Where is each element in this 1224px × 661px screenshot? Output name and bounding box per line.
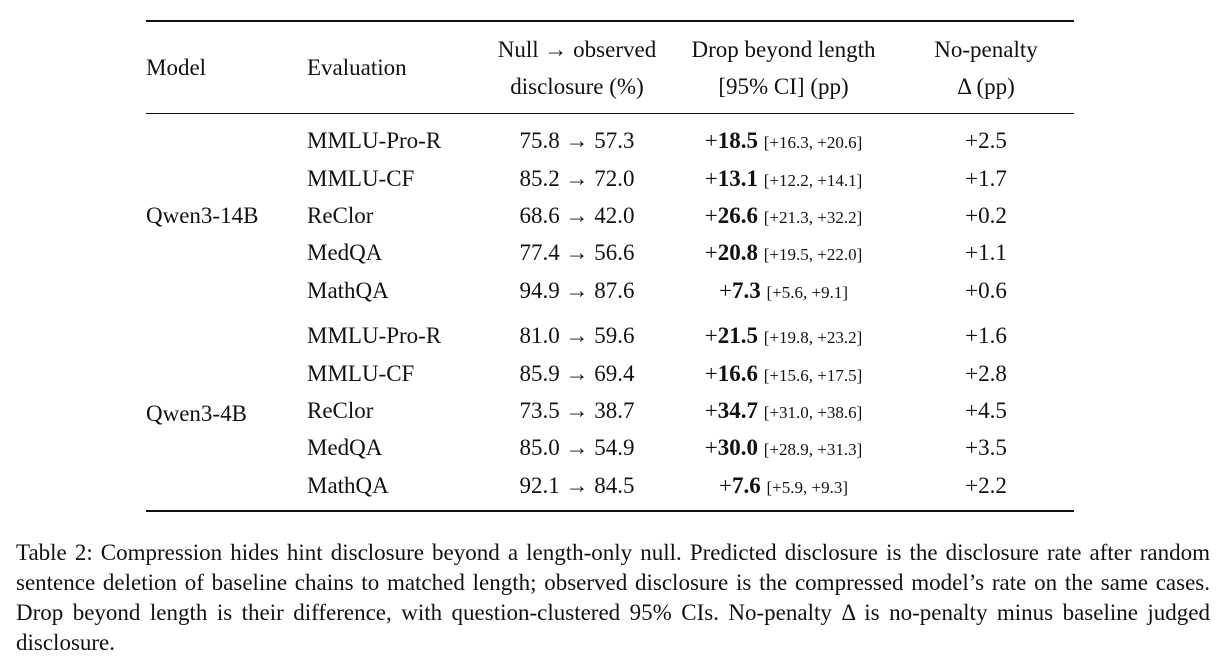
null-observed-transition: 81.0 → 59.6: [519, 323, 635, 349]
header-null-observed: Null → observed disclosure (%): [485, 21, 669, 114]
no-penalty-delta: +0.2: [965, 202, 1007, 228]
evaluation-name: ReClor: [307, 202, 374, 228]
null-observed-transition: 85.0 → 54.9: [519, 435, 635, 461]
confidence-interval: [+19.5, +22.0]: [763, 245, 863, 265]
null-observed-transition: 85.2 → 72.0: [519, 165, 635, 191]
drop-beyond-length: +7.3 [+5.6, +9.1]: [669, 272, 898, 309]
no-penalty-delta: +2.8: [965, 360, 1007, 386]
header-null-line2: disclosure (%): [510, 73, 644, 99]
confidence-interval: [+19.8, +23.2]: [763, 328, 863, 348]
table-row: MMLU-CF 85.2 → 72.0 +13.1 [+12.2, +14.1] +1…: [146, 159, 1074, 196]
group-qwen3-4b: Qwen3-4B MMLU-Pro-R 81.0 → 59.6 +21.5 [+19.…: [146, 309, 1074, 511]
evaluation-name: MMLU-CF: [307, 360, 415, 386]
table-row: MedQA 85.0 → 54.9 +30.0 [+28.9, +31.3] +3.5: [146, 429, 1074, 466]
drop-beyond-length: +30.0 [+28.9, +31.3]: [669, 429, 898, 466]
drop-value: 20.8: [717, 240, 758, 266]
evaluation-name: MedQA: [307, 240, 383, 266]
header-drop-line2: [95% CI] (pp): [718, 73, 849, 99]
no-penalty-delta: +1.7: [965, 165, 1007, 191]
drop-sign: +: [704, 397, 718, 423]
null-observed-transition: 77.4 → 56.6: [519, 240, 635, 266]
null-observed-transition: 75.8 → 57.3: [519, 128, 635, 154]
drop-sign: +: [704, 323, 718, 349]
confidence-interval: [+15.6, +17.5]: [763, 365, 863, 385]
drop-value: 13.1: [717, 165, 758, 191]
table-row: Qwen3-14B MMLU-Pro-R 75.8 → 57.3 +18.5 [+16…: [146, 114, 1074, 227]
drop-sign: +: [704, 240, 718, 266]
drop-value: 7.3: [731, 277, 761, 303]
header-no-penalty: No-penalty Δ (pp): [898, 21, 1074, 114]
evaluation-name: MMLU-CF: [307, 165, 415, 191]
group-qwen3-14b: Qwen3-14B MMLU-Pro-R 75.8 → 57.3 +18.5 [+16…: [146, 114, 1074, 309]
table-row: MMLU-CF 85.9 → 69.4 +16.6 [+15.6, +17.5] +2…: [146, 354, 1074, 391]
drop-sign: +: [704, 360, 718, 386]
drop-sign: +: [704, 435, 718, 461]
table-row: MathQA 92.1 → 84.5 +7.6 [+5.9, +9.3] +2.2: [146, 467, 1074, 511]
table-caption: Table 2: Compression hides hint disclosu…: [16, 540, 1210, 655]
evaluation-name: MathQA: [307, 472, 389, 498]
header-drop-beyond-length: Drop beyond length [95% CI] (pp): [669, 21, 898, 114]
model-name: Qwen3-4B: [146, 400, 247, 426]
drop-value: 18.5: [717, 128, 758, 154]
drop-sign: +: [704, 165, 718, 191]
drop-beyond-length: +18.5 [+16.3, +20.6]: [669, 114, 898, 160]
no-penalty-delta: +4.5: [965, 397, 1007, 423]
drop-value: 30.0: [717, 435, 758, 461]
header-null-line1: Null → observed: [497, 36, 657, 62]
confidence-interval: [+5.9, +9.3]: [766, 477, 848, 497]
evaluation-name: MMLU-Pro-R: [307, 323, 442, 349]
confidence-interval: [+5.6, +9.1]: [766, 282, 848, 302]
drop-value: 26.6: [717, 202, 758, 228]
confidence-interval: [+12.2, +14.1]: [763, 170, 863, 190]
evaluation-name: ReClor: [307, 397, 374, 423]
drop-beyond-length: +26.6 [+21.3, +32.2]: [669, 197, 898, 234]
no-penalty-delta: +3.5: [965, 435, 1007, 461]
null-observed-transition: 94.9 → 87.6: [519, 277, 635, 303]
null-observed-transition: 73.5 → 38.7: [519, 397, 635, 423]
header-np-line1: No-penalty: [934, 36, 1038, 62]
confidence-interval: [+16.3, +20.6]: [763, 133, 863, 153]
null-observed-transition: 92.1 → 84.5: [519, 472, 635, 498]
drop-sign: +: [704, 202, 718, 228]
no-penalty-delta: +1.1: [965, 240, 1007, 266]
model-name: Qwen3-14B: [146, 202, 259, 228]
drop-beyond-length: +20.8 [+19.5, +22.0]: [669, 234, 898, 271]
drop-beyond-length: +34.7 [+31.0, +38.6]: [669, 392, 898, 429]
evaluation-name: MMLU-Pro-R: [307, 128, 442, 154]
drop-beyond-length: +13.1 [+12.2, +14.1]: [669, 159, 898, 196]
drop-beyond-length: +7.6 [+5.9, +9.3]: [669, 467, 898, 511]
confidence-interval: [+21.3, +32.2]: [763, 207, 863, 227]
drop-beyond-length: +16.6 [+15.6, +17.5]: [669, 354, 898, 391]
no-penalty-delta: +2.5: [965, 128, 1007, 154]
null-observed-transition: 85.9 → 69.4: [519, 360, 635, 386]
evaluation-name: MedQA: [307, 435, 383, 461]
drop-sign: +: [719, 472, 732, 498]
no-penalty-delta: +1.6: [965, 323, 1007, 349]
drop-value: 21.5: [717, 323, 758, 349]
drop-sign: +: [719, 277, 732, 303]
confidence-interval: [+31.0, +38.6]: [763, 402, 863, 422]
drop-value: 16.6: [717, 360, 758, 386]
confidence-interval: [+28.9, +31.3]: [763, 440, 863, 460]
evaluation-name: MathQA: [307, 277, 389, 303]
drop-sign: +: [704, 128, 718, 154]
table-row: ReClor 73.5 → 38.7 +34.7 [+31.0, +38.6] +4.…: [146, 392, 1074, 429]
drop-beyond-length: +21.5 [+19.8, +23.2]: [669, 309, 898, 354]
header-drop-line1: Drop beyond length: [691, 36, 876, 62]
drop-value: 34.7: [717, 397, 758, 423]
drop-value: 7.6: [731, 472, 761, 498]
table-row: MathQA 94.9 → 87.6 +7.3 [+5.6, +9.1] +0.6: [146, 272, 1074, 309]
results-table: Model Evaluation Null → observed disclos…: [146, 20, 1074, 512]
no-penalty-delta: +2.2: [965, 472, 1007, 498]
null-observed-transition: 68.6 → 42.0: [519, 202, 635, 228]
table-row: MedQA 77.4 → 56.6 +20.8 [+19.5, +22.0] +1.1: [146, 234, 1074, 271]
header-np-line2: Δ (pp): [957, 73, 1015, 99]
header-model: Model: [146, 55, 207, 80]
table-header: Model Evaluation Null → observed disclos…: [146, 21, 1074, 114]
header-evaluation: Evaluation: [307, 55, 407, 80]
table-row: Qwen3-4B MMLU-Pro-R 81.0 → 59.6 +21.5 [+19.…: [146, 309, 1074, 425]
table-row: ReClor 68.6 → 42.0 +26.6 [+21.3, +32.2] +0.…: [146, 197, 1074, 234]
no-penalty-delta: +0.6: [965, 277, 1007, 303]
